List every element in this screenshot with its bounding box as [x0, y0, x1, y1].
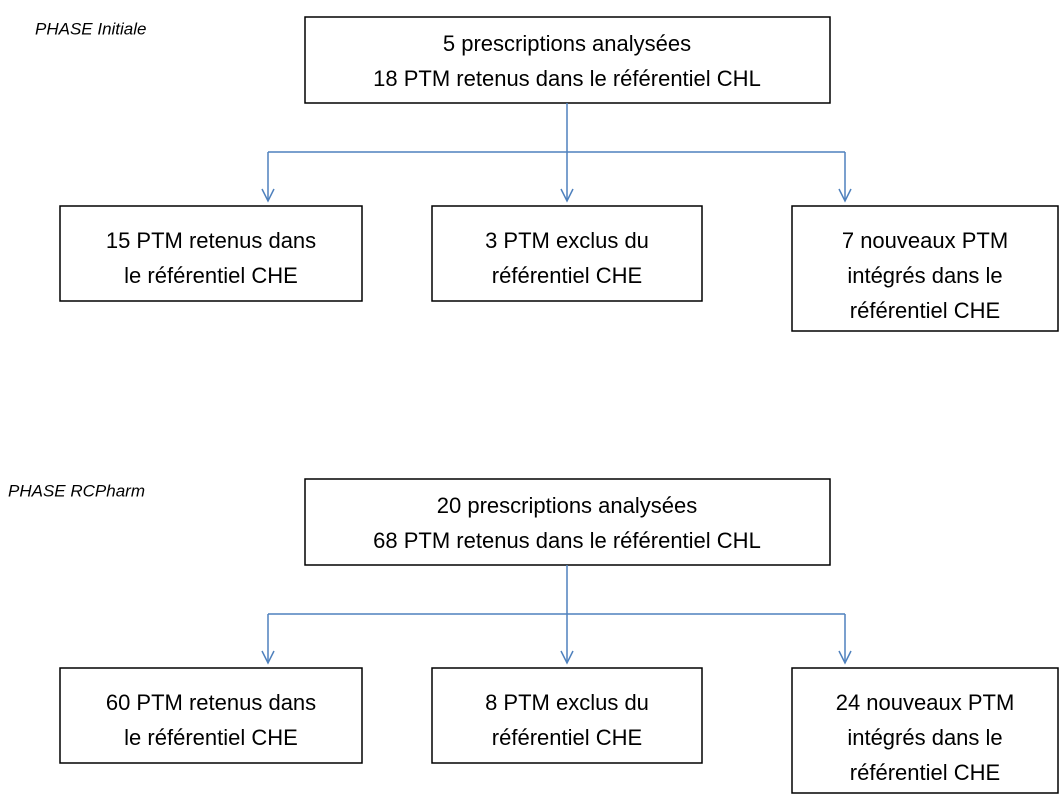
outcome-line: le référentiel CHE — [124, 263, 298, 288]
outcome-box — [431, 667, 703, 764]
outcome-box — [791, 667, 1059, 794]
arrow-head — [838, 650, 852, 665]
outcome-box — [791, 205, 1059, 332]
summary-line: 68 PTM retenus dans le référentiel CHL — [373, 528, 761, 553]
outcome-line: 3 PTM exclus du — [485, 228, 649, 253]
outcome-line: référentiel CHE — [492, 263, 642, 288]
outcome-line: référentiel CHE — [850, 298, 1000, 323]
outcome-box — [59, 205, 363, 302]
outcome-line: 15 PTM retenus dans — [106, 228, 316, 253]
summary-line: 5 prescriptions analysées — [443, 31, 691, 56]
arrow-head — [560, 188, 574, 203]
outcome-line: référentiel CHE — [492, 725, 642, 750]
outcome-line: référentiel CHE — [850, 760, 1000, 785]
outcome-line: intégrés dans le — [847, 725, 1002, 750]
outcome-line: 60 PTM retenus dans — [106, 690, 316, 715]
arrow-head — [838, 188, 852, 203]
summary-box — [304, 478, 831, 566]
arrow-head — [261, 188, 275, 203]
phase-label: PHASE Initiale — [35, 19, 147, 38]
outcome-line: 7 nouveaux PTM — [842, 228, 1008, 253]
summary-box — [304, 16, 831, 104]
outcome-box — [431, 205, 703, 302]
arrow-head — [261, 650, 275, 665]
outcome-line: 24 nouveaux PTM — [836, 690, 1015, 715]
outcome-line: intégrés dans le — [847, 263, 1002, 288]
outcome-line: 8 PTM exclus du — [485, 690, 649, 715]
summary-line: 18 PTM retenus dans le référentiel CHL — [373, 66, 761, 91]
summary-line: 20 prescriptions analysées — [437, 493, 697, 518]
outcome-line: le référentiel CHE — [124, 725, 298, 750]
arrow-head — [560, 650, 574, 665]
phase-label: PHASE RCPharm — [8, 481, 145, 500]
outcome-box — [59, 667, 363, 764]
